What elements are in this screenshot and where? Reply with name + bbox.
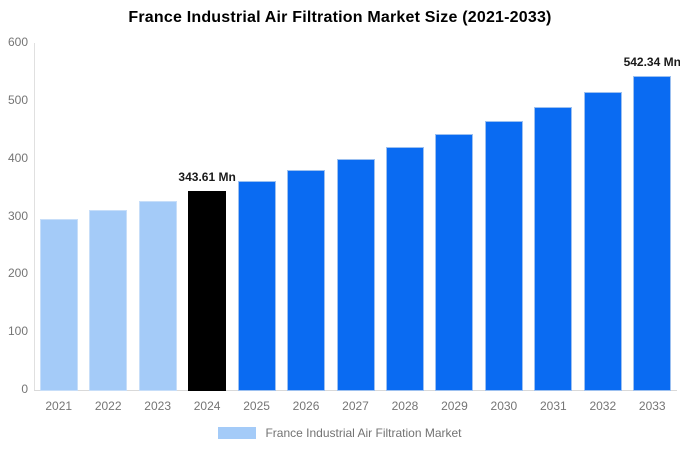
bar-2030	[484, 120, 523, 391]
bar-2027	[336, 158, 375, 391]
x-tick-label-2022: 2022	[94, 399, 122, 413]
y-tick-label-100: 100	[7, 324, 28, 339]
bar-2025	[237, 180, 276, 391]
bar-2026	[287, 170, 326, 391]
y-tick-label-200: 200	[7, 266, 28, 281]
x-tick-label-2021: 2021	[45, 399, 73, 413]
bar-2023	[138, 201, 177, 391]
chart-title: France Industrial Air Filtration Market …	[128, 9, 552, 26]
x-tick-label-2024: 2024	[193, 399, 221, 413]
bar-2028	[385, 146, 424, 391]
x-tick-label-2033: 2033	[638, 399, 666, 413]
x-tick-label-2023: 2023	[144, 399, 171, 413]
x-tick-label-2032: 2032	[589, 399, 617, 413]
x-tick-label-2025: 2025	[243, 399, 270, 413]
x-tick-label-2031: 2031	[539, 399, 567, 413]
bar-2029	[435, 133, 474, 391]
y-tick-label-0: 0	[21, 382, 28, 396]
legend: France Industrial Air Filtration Market	[0, 426, 680, 440]
x-tick-label-2027: 2027	[342, 399, 369, 413]
bar-2031	[534, 106, 573, 391]
y-tick-label-300: 300	[7, 208, 28, 223]
y-tick-label-500: 500	[7, 92, 28, 107]
x-tick-label-2028: 2028	[391, 399, 419, 413]
x-tick-label-2030: 2030	[490, 399, 518, 413]
bar-2021	[39, 219, 78, 391]
bar-2033	[633, 76, 672, 391]
y-tick-label-400: 400	[7, 150, 28, 165]
x-tick-label-2029: 2029	[441, 399, 468, 413]
legend-swatch	[218, 427, 257, 439]
bar-2022	[89, 210, 128, 391]
data-label-2033: 542.34 Mn	[623, 55, 680, 70]
y-tick-label-600: 600	[7, 35, 28, 49]
y-axis-line	[34, 43, 35, 390]
x-tick-label-2026: 2026	[292, 399, 320, 413]
bar-2032	[583, 91, 622, 391]
legend-label: France Industrial Air Filtration Market	[265, 426, 462, 440]
data-label-2024: 343.61 Mn	[178, 170, 236, 185]
bar-2024	[188, 191, 227, 391]
